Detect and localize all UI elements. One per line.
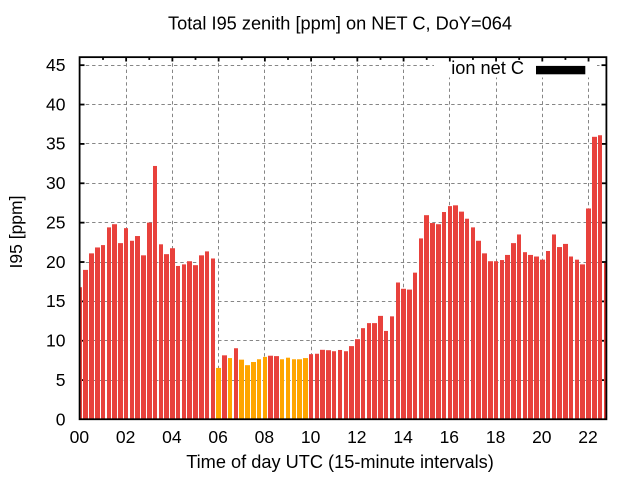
svg-text:04: 04 bbox=[162, 427, 182, 447]
svg-text:5: 5 bbox=[56, 370, 66, 390]
svg-text:40: 40 bbox=[46, 94, 66, 114]
svg-text:45: 45 bbox=[46, 55, 65, 75]
svg-text:12: 12 bbox=[347, 427, 366, 447]
svg-text:0: 0 bbox=[56, 409, 66, 429]
svg-text:06: 06 bbox=[208, 427, 227, 447]
svg-text:14: 14 bbox=[393, 427, 413, 447]
svg-text:15: 15 bbox=[46, 291, 65, 311]
svg-text:08: 08 bbox=[255, 427, 274, 447]
svg-text:Time of day UTC (15-minute int: Time of day UTC (15-minute intervals) bbox=[186, 452, 494, 472]
svg-text:18: 18 bbox=[486, 427, 505, 447]
svg-text:16: 16 bbox=[440, 427, 459, 447]
svg-text:20: 20 bbox=[532, 427, 552, 447]
svg-text:25: 25 bbox=[46, 213, 65, 233]
svg-text:00: 00 bbox=[70, 427, 90, 447]
svg-text:22: 22 bbox=[578, 427, 597, 447]
svg-text:Total I95 zenith [ppm] on NET: Total I95 zenith [ppm] on NET C, DoY=064 bbox=[168, 14, 512, 34]
svg-text:30: 30 bbox=[46, 173, 66, 193]
svg-text:02: 02 bbox=[116, 427, 135, 447]
svg-text:ion net C: ion net C bbox=[451, 58, 524, 78]
svg-text:20: 20 bbox=[46, 252, 66, 272]
svg-text:I95 [ppm]: I95 [ppm] bbox=[6, 196, 26, 269]
svg-text:10: 10 bbox=[46, 331, 66, 351]
svg-text:10: 10 bbox=[301, 427, 321, 447]
svg-text:35: 35 bbox=[46, 134, 65, 154]
